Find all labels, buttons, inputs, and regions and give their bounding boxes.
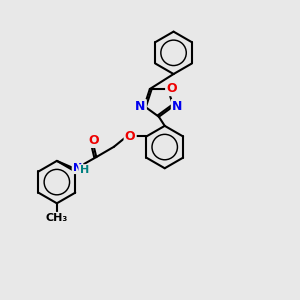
Text: N: N bbox=[73, 163, 82, 173]
Text: H: H bbox=[80, 165, 89, 175]
Text: O: O bbox=[125, 130, 136, 143]
Text: O: O bbox=[166, 82, 177, 95]
Text: CH₃: CH₃ bbox=[46, 213, 68, 223]
Text: N: N bbox=[135, 100, 146, 113]
Text: O: O bbox=[88, 134, 99, 147]
Text: N: N bbox=[172, 100, 182, 113]
